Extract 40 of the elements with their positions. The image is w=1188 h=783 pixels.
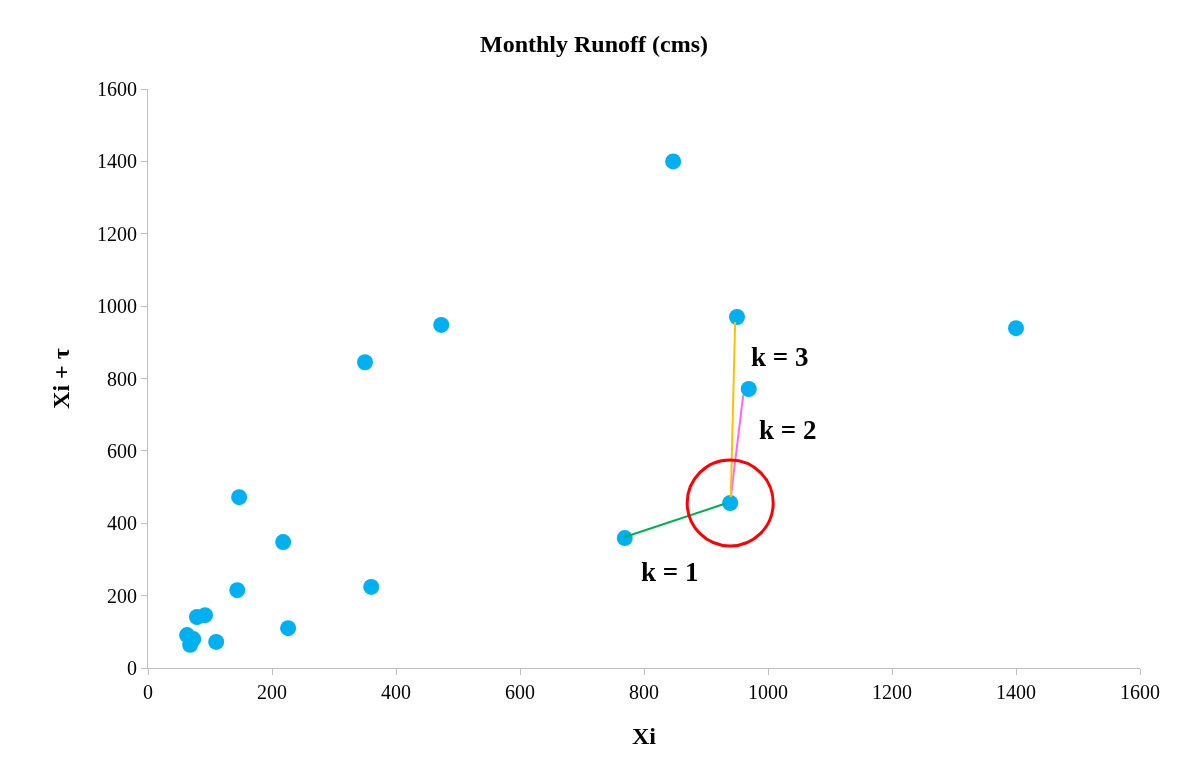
point [722, 494, 739, 511]
series-label: k = 1 [641, 557, 699, 587]
point [433, 316, 450, 333]
point [188, 608, 205, 625]
point [1008, 320, 1024, 337]
x-tick-label: 1400 [996, 681, 1036, 703]
x-tick-label: 1600 [1120, 681, 1160, 703]
point [231, 489, 248, 506]
y-axis-title: Xi + τ [48, 348, 75, 409]
y-tick-label: 1000 [97, 295, 137, 318]
series-label: k = 2 [759, 415, 817, 445]
x-tick-label: 0 [143, 681, 153, 703]
y-tick-label: 1200 [97, 222, 137, 245]
x-tick-label: 600 [505, 681, 535, 703]
series-label: k = 3 [751, 342, 809, 372]
y-tick-label: 0 [127, 657, 137, 679]
point [275, 534, 292, 551]
point [208, 633, 225, 650]
point [616, 530, 633, 547]
point [280, 620, 297, 637]
x-axis-title: Xi [632, 723, 657, 750]
y-tick-label: 200 [107, 584, 137, 607]
point [729, 308, 745, 325]
x-tick-label: 200 [257, 681, 287, 703]
y-tick-label: 800 [107, 367, 137, 390]
y-tick-label: 1400 [97, 150, 137, 173]
x-tick-label: 1200 [872, 681, 912, 703]
point [685, 458, 775, 548]
point [229, 582, 246, 599]
y-tick-label: 1600 [97, 78, 137, 100]
chart-title: Monthly Runoff (cms) [480, 31, 708, 58]
point [665, 153, 682, 170]
x-tick-label: 1000 [748, 681, 788, 703]
x-tick-label: 800 [629, 681, 659, 703]
point [740, 380, 757, 397]
x-tick-label: 400 [381, 681, 411, 703]
y-tick-label: 600 [107, 439, 137, 462]
point [357, 354, 373, 371]
point [363, 578, 380, 595]
y-tick-label: 400 [107, 512, 137, 535]
